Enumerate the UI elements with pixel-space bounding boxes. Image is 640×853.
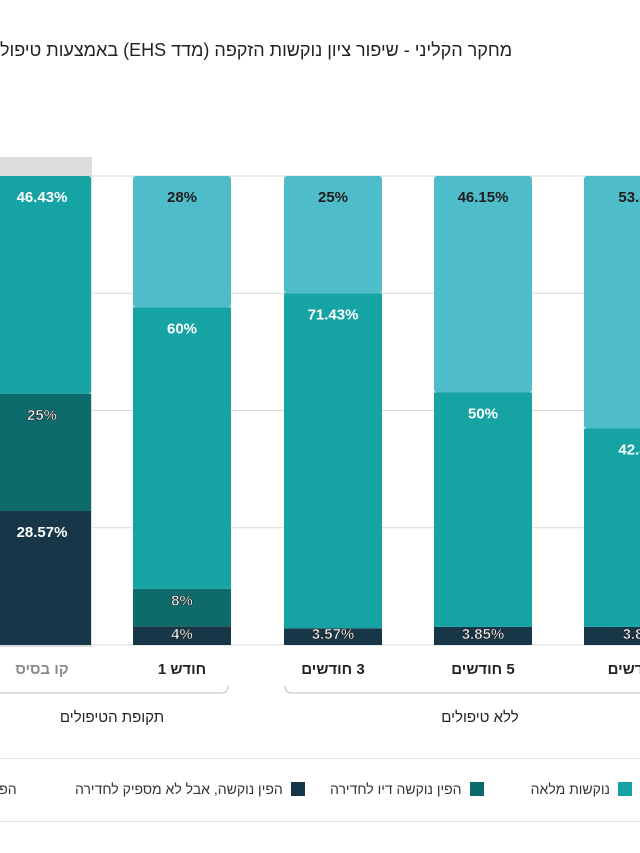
- legend-swatch: [618, 782, 632, 796]
- legend-item-rigid-enough: הפין נוקשה דיו לחדירה: [330, 779, 484, 799]
- data-label: 46.43%: [17, 189, 68, 206]
- data-label: 25%: [318, 189, 348, 206]
- legend-item-penis: הפין: [0, 779, 17, 799]
- bar-segment: [284, 628, 382, 645]
- legend-label: הפין: [0, 781, 17, 797]
- category-label: 3 חודשים: [301, 661, 364, 678]
- data-label: 60%: [167, 320, 197, 337]
- data-label: 28.57%: [17, 524, 68, 541]
- data-label: 4%: [171, 626, 193, 643]
- data-label: 46.15%: [458, 189, 509, 206]
- legend-item-full-rigidity: נוקשות מלאה: [531, 779, 632, 799]
- data-label: 3.8: [623, 626, 640, 643]
- bar-segment: [0, 511, 91, 645]
- group-label: תקופת הטיפולים: [60, 709, 164, 726]
- legend-label: נוקשות מלאה: [530, 781, 610, 797]
- bar-segment: [284, 293, 382, 629]
- legend-swatch: [290, 782, 305, 796]
- legend-label: הפין נוקשה, אבל לא מספיק לחדירה: [75, 781, 283, 797]
- group-bracket: [0, 685, 229, 694]
- stacked-bar-chart: 28.57% 25% 46.43% 4% 8% 60% 28% 3.57% 71.43% 25% 3…: [0, 157, 640, 726]
- category-label: 5 חודשים: [451, 661, 514, 678]
- bar-segment: [434, 392, 532, 627]
- category-label: חודש 1: [158, 661, 206, 678]
- bar-segment: [0, 393, 91, 512]
- bar-segment: [284, 176, 382, 294]
- bar-segment: [434, 626, 532, 645]
- category-label: חודשים: [608, 661, 640, 678]
- data-label: 3.57%: [312, 626, 355, 643]
- data-label: 42.3: [618, 442, 640, 459]
- bar-segment: [0, 176, 91, 394]
- bar-segment: [584, 626, 640, 645]
- data-label: 25%: [27, 407, 57, 424]
- legend-item-not-enough: הפין נוקשה, אבל לא מספיק לחדירה: [75, 779, 305, 799]
- bar-segment: [133, 176, 231, 308]
- data-label: 8%: [171, 593, 193, 610]
- legend-label: הפין נוקשה דיו לחדירה: [330, 781, 462, 797]
- chart-title: מחקר הקליני - שיפור ציון נוקשות הזקפה (מ…: [0, 40, 513, 60]
- data-label: 50%: [468, 405, 498, 422]
- data-label: 53.8: [618, 189, 640, 206]
- bar-segment: [584, 175, 640, 429]
- group-bracket: [284, 685, 640, 694]
- bar-segment: [434, 176, 532, 393]
- bar-segment: [133, 307, 231, 589]
- bar-segment: [133, 626, 231, 645]
- data-label: 71.43%: [308, 306, 359, 323]
- category-label: קו בסיס: [15, 661, 68, 678]
- bar-segment: [133, 588, 231, 627]
- bar-segment: [584, 428, 640, 627]
- legend: נוקשות מלאה הפין נוקשה דיו לחדירה הפין נ…: [0, 758, 640, 822]
- data-label: 3.85%: [462, 626, 505, 643]
- group-label: ללא טיפולים: [441, 709, 519, 726]
- data-label: 28%: [167, 189, 197, 206]
- legend-swatch: [469, 782, 484, 796]
